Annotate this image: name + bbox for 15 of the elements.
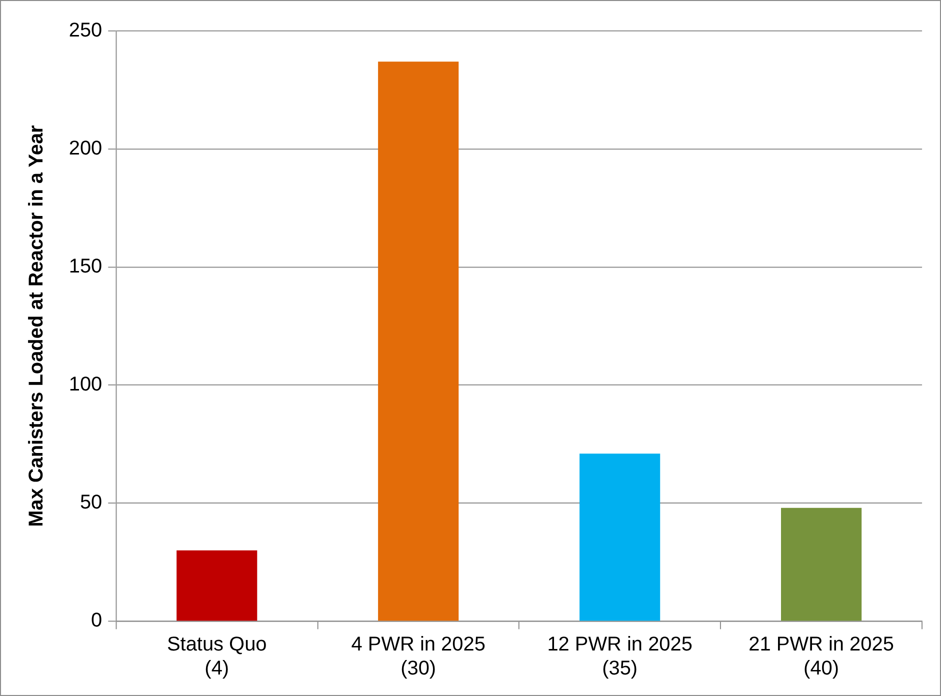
x-tick-label: Status Quo (4) xyxy=(166,634,267,680)
y-tick-label: 150 xyxy=(68,256,102,278)
bar xyxy=(378,62,459,621)
bar xyxy=(781,508,862,621)
y-tick-label: 50 xyxy=(80,492,102,514)
y-tick-label: 100 xyxy=(68,374,102,396)
x-tick-label: 21 PWR in 2025 (40) xyxy=(748,634,894,680)
x-tick-label: 4 PWR in 2025 (30) xyxy=(351,634,486,680)
x-tick-label: 12 PWR in 2025 (35) xyxy=(547,634,692,680)
y-tick-label: 250 xyxy=(68,19,102,42)
bar xyxy=(580,454,660,621)
bar xyxy=(176,550,258,621)
y-tick-label: 0 xyxy=(91,610,102,632)
y-axis-title: Max Canisters Loaded at Reactor in a Year xyxy=(25,124,48,527)
y-tick-label: 200 xyxy=(68,137,102,160)
